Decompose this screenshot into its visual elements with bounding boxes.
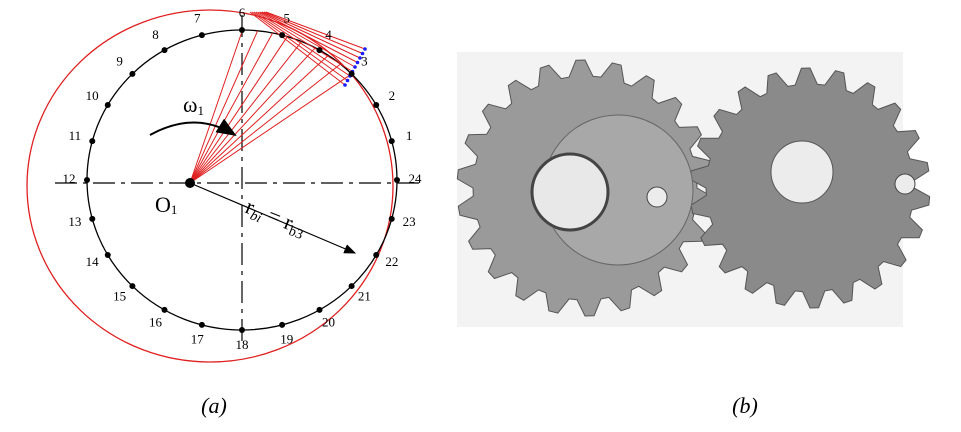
point-label: 8 bbox=[152, 27, 159, 42]
center-label-sub: 1 bbox=[171, 202, 178, 217]
point-label: 15 bbox=[113, 288, 126, 303]
point bbox=[317, 47, 323, 53]
point bbox=[389, 138, 395, 144]
gear-hole bbox=[771, 141, 833, 203]
point-label: 2 bbox=[389, 88, 396, 103]
point bbox=[84, 177, 90, 183]
tangent-line bbox=[252, 12, 348, 81]
center-point bbox=[185, 178, 195, 188]
point-label: 5 bbox=[284, 11, 291, 26]
caption-b: (b) bbox=[732, 393, 758, 418]
fan-line bbox=[190, 48, 315, 183]
center-label: O1 bbox=[155, 192, 177, 217]
point bbox=[89, 138, 95, 144]
point-label: 4 bbox=[325, 27, 332, 42]
point bbox=[239, 327, 245, 333]
tangent-line bbox=[254, 12, 350, 76]
center-label-base: O bbox=[155, 192, 171, 217]
point-label: 18 bbox=[236, 337, 249, 352]
point-label: 6 bbox=[239, 5, 246, 20]
fan-line bbox=[190, 64, 340, 183]
photo-b bbox=[457, 52, 930, 327]
omega-label-sub: 1 bbox=[197, 103, 204, 118]
point-label: 22 bbox=[385, 254, 398, 269]
point bbox=[389, 216, 395, 222]
point-label: 9 bbox=[116, 54, 123, 69]
point bbox=[373, 102, 379, 108]
point bbox=[199, 32, 205, 38]
blue-dot bbox=[343, 83, 347, 87]
fan-line bbox=[190, 55, 328, 183]
point bbox=[349, 283, 355, 289]
blue-dot bbox=[356, 61, 360, 65]
point bbox=[239, 27, 245, 33]
point-label: 13 bbox=[68, 214, 81, 229]
point-label: 20 bbox=[322, 315, 335, 330]
point-label: 16 bbox=[149, 315, 163, 330]
red-fan bbox=[190, 12, 367, 183]
blue-dot bbox=[346, 79, 350, 83]
gear-pin-hole bbox=[895, 174, 915, 194]
point bbox=[162, 307, 168, 313]
point bbox=[394, 177, 400, 183]
point-label: 19 bbox=[280, 331, 293, 346]
point-label: 24 bbox=[409, 171, 423, 186]
blue-dot bbox=[353, 65, 357, 69]
point-label: 14 bbox=[86, 254, 100, 269]
point bbox=[105, 102, 111, 108]
point bbox=[162, 47, 168, 53]
tangent-line bbox=[262, 12, 360, 58]
point-label: 7 bbox=[194, 11, 201, 26]
point-label: 1 bbox=[406, 128, 413, 143]
point-label: 21 bbox=[358, 288, 371, 303]
point bbox=[199, 322, 205, 328]
fan-line bbox=[190, 42, 302, 183]
radius-label: rbi = rb3 bbox=[241, 193, 310, 243]
point bbox=[105, 252, 111, 258]
point-label: 12 bbox=[63, 171, 76, 186]
point bbox=[279, 32, 285, 38]
point-label: 23 bbox=[403, 214, 416, 229]
point-label: 17 bbox=[191, 331, 205, 346]
point bbox=[349, 71, 355, 77]
point bbox=[129, 283, 135, 289]
gear-hole bbox=[532, 154, 608, 230]
fan-line bbox=[190, 37, 287, 183]
point bbox=[317, 307, 323, 313]
caption-a: (a) bbox=[201, 393, 227, 418]
omega-label: ω1 bbox=[183, 92, 204, 118]
figure: 123456789101112131415161718192021222324 … bbox=[0, 0, 961, 432]
point-label: 3 bbox=[361, 54, 368, 69]
point-label: 10 bbox=[86, 88, 99, 103]
gear-pin-hole bbox=[647, 187, 667, 207]
point-label: 11 bbox=[69, 128, 82, 143]
point bbox=[89, 216, 95, 222]
point bbox=[373, 252, 379, 258]
omega-label-base: ω bbox=[183, 92, 197, 117]
point bbox=[279, 322, 285, 328]
point bbox=[129, 71, 135, 77]
blue-dot bbox=[363, 47, 367, 51]
